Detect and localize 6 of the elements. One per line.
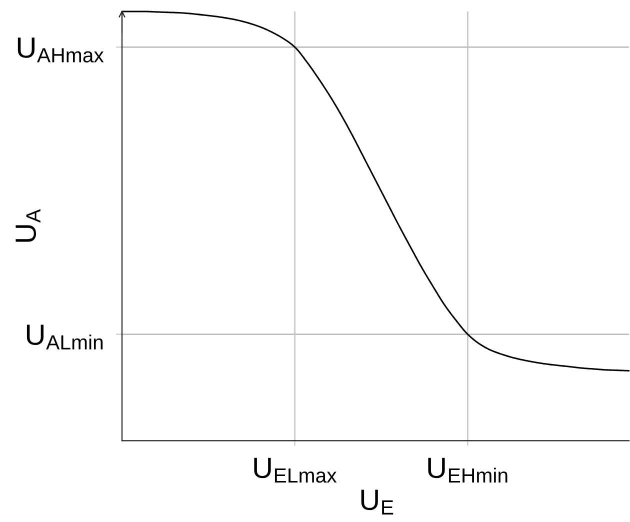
y-axis-title: U$_{A}$ — [16, 209, 40, 242]
x-axis-title: U$_{E}$ — [361, 490, 394, 514]
ref-line-label: U$_{AHmax}$ — [18, 38, 104, 62]
x-tick-label: U$_{EHmin}$ — [428, 458, 508, 483]
ref-line-label: U$_{ALmin}$ — [26, 324, 103, 350]
x-tick-label: U$_{ELmax}$ — [254, 458, 337, 483]
